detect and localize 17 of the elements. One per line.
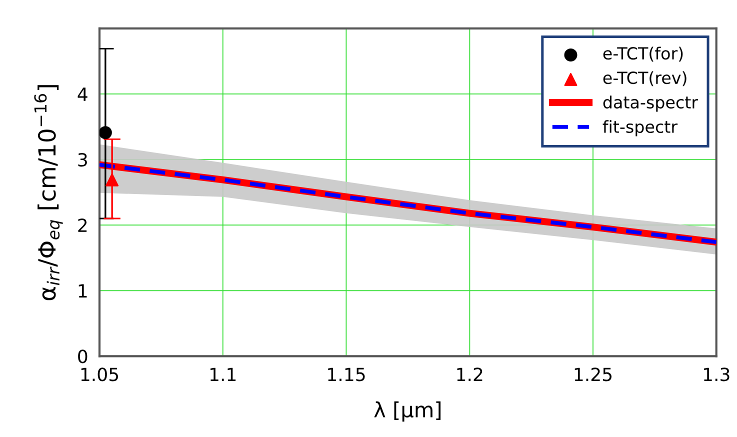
y-tick-label: 0 <box>78 350 88 364</box>
y-tick-label: 2 <box>78 218 87 232</box>
x-axis-title: λ [μm] <box>374 401 441 422</box>
x-tick-label: 1.25 <box>574 368 612 382</box>
legend-label: e-TCT(rev) <box>603 71 686 86</box>
y-tick-label: 4 <box>78 88 88 101</box>
y-axis-title: α$_{irr}$/Φ$_{eq}$ [cm/10$^{−16}$] <box>34 85 63 300</box>
legend-label: data-spectr <box>603 96 698 112</box>
x-tick-label: 1.1 <box>210 368 236 381</box>
x-tick-label: 1.3 <box>704 368 730 382</box>
x-tick-label: 1.2 <box>457 368 482 381</box>
x-tick-label: 1.15 <box>328 368 365 382</box>
x-tick-label: 1.05 <box>81 368 118 382</box>
y-tick-label: 3 <box>78 152 87 167</box>
y-tick-label: 1 <box>78 284 87 298</box>
legend-label: fit-spectr <box>602 120 678 136</box>
legend-label: e-TCT(for) <box>603 46 683 62</box>
